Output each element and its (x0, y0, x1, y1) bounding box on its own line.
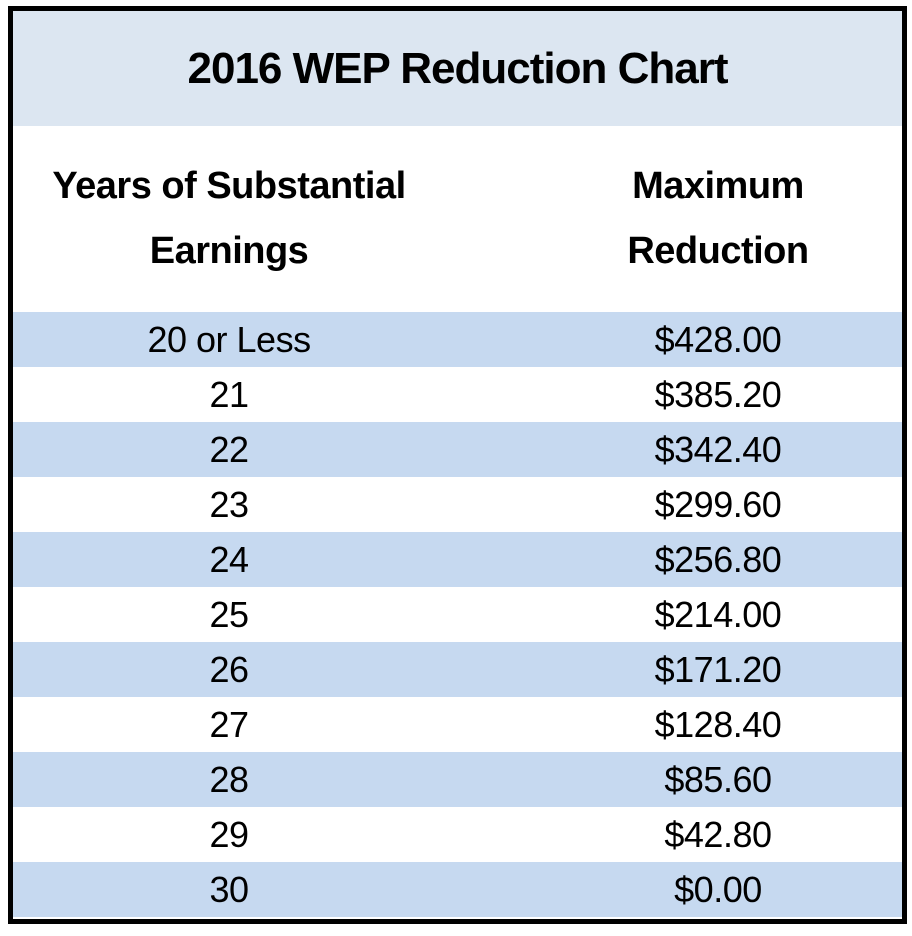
column-header-reduction: Maximum Reduction (534, 154, 902, 285)
table-row: 22 $342.40 (13, 422, 902, 477)
page-title: 2016 WEP Reduction Chart (187, 43, 729, 93)
years-cell: 30 (209, 868, 250, 910)
reduction-cell: $342.40 (654, 428, 782, 470)
table-row: 30 $0.00 (13, 862, 902, 917)
column-header-reduction-line2: Reduction (627, 230, 809, 272)
table-row: 26 $171.20 (13, 642, 902, 697)
table-row: 28 $85.60 (13, 752, 902, 807)
column-header-years-line2: Earnings (149, 230, 309, 272)
reduction-cell: $42.80 (664, 813, 772, 855)
title-band: 2016 WEP Reduction Chart (13, 11, 902, 126)
reduction-cell: $299.60 (654, 483, 782, 525)
years-cell: 20 or Less (147, 318, 311, 360)
reduction-cell: $128.40 (654, 703, 782, 745)
reduction-cell: $385.20 (654, 373, 782, 415)
years-cell: 23 (209, 483, 250, 525)
column-header-years: Years of Substantial Earnings (13, 154, 445, 285)
years-cell: 27 (209, 703, 250, 745)
table-row: 29 $42.80 (13, 807, 902, 862)
column-header-years-line1: Years of Substantial (52, 164, 406, 207)
reduction-cell: $85.60 (664, 758, 772, 800)
reduction-cell: $214.00 (654, 593, 782, 635)
years-cell: 22 (209, 428, 250, 470)
table-row: 23 $299.60 (13, 477, 902, 532)
years-cell: 28 (209, 758, 250, 800)
years-cell: 25 (209, 593, 250, 635)
table-row: 27 $128.40 (13, 697, 902, 752)
table-header-row: Years of Substantial Earnings Maximum Re… (13, 126, 902, 312)
table-rows: 20 or Less $428.00 21 $385.20 22 $342.40 23 $29… (13, 312, 902, 919)
years-cell: 24 (209, 538, 250, 580)
table-row: 20 or Less $428.00 (13, 312, 902, 367)
years-cell: 21 (209, 373, 250, 415)
reduction-cell: $256.80 (654, 538, 782, 580)
years-cell: 29 (209, 813, 250, 855)
table-row: 24 $256.80 (13, 532, 902, 587)
table-row: 21 $385.20 (13, 367, 902, 422)
years-cell: 26 (209, 648, 250, 690)
reduction-cell: $0.00 (674, 868, 762, 910)
reduction-cell: $171.20 (654, 648, 782, 690)
column-header-reduction-line1: Maximum (632, 164, 804, 207)
wep-reduction-chart: 2016 WEP Reduction Chart Years of Substa… (8, 6, 907, 924)
table-row: 25 $214.00 (13, 587, 902, 642)
reduction-cell: $428.00 (654, 318, 782, 360)
